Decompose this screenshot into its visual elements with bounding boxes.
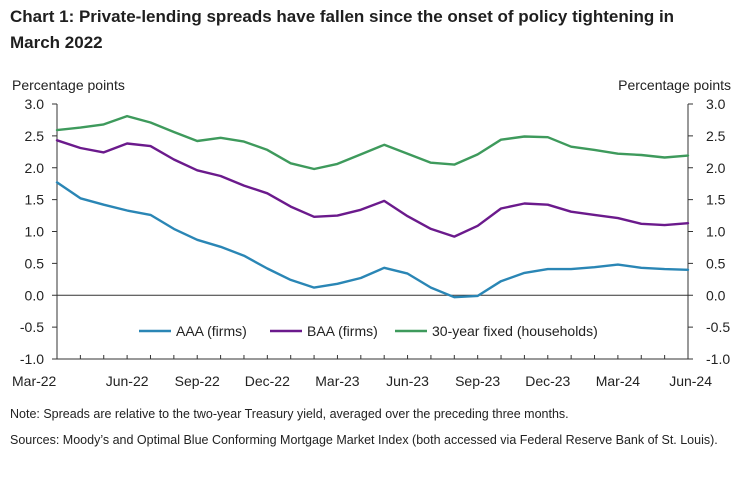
y-tick-label-right: -0.5 xyxy=(706,319,730,335)
x-tick-label: Dec-22 xyxy=(245,373,290,389)
y-tick-label-left: -1.0 xyxy=(20,351,44,367)
x-tick-label: Jun-24 xyxy=(669,373,712,389)
legend: AAA (firms) BAA (firms) 30-year fixed (hou… xyxy=(139,323,598,339)
left-axis-title: Percentage points xyxy=(12,77,125,93)
x-tick-label: Dec-23 xyxy=(525,373,570,389)
y-tick-label-right: 2.5 xyxy=(706,128,726,144)
right-axis-title: Percentage points xyxy=(618,77,731,93)
series-line-baa-firms xyxy=(55,139,690,238)
line-chart: 3.0 3.0 2.5 2.5 2.0 2.0 1.5 1.5 1.0 1.0 0.5 0.5 0.0 0… xyxy=(12,96,730,389)
tick-labels: 3.0 3.0 2.5 2.5 2.0 2.0 1.5 1.5 1.0 1.0 0.5 0.5 0.0 0… xyxy=(12,96,730,389)
y-tick-label-left: 1.5 xyxy=(25,192,45,208)
y-tick-label-left: -0.5 xyxy=(20,319,44,335)
x-tick-label: Sep-22 xyxy=(175,373,220,389)
chart-sources: Sources: Moody’s and Optimal Blue Confor… xyxy=(10,433,718,447)
x-tick-label: Jun-22 xyxy=(106,373,149,389)
y-tick-label-left: 2.5 xyxy=(25,128,45,144)
x-tick-label: Sep-23 xyxy=(455,373,500,389)
legend-label: BAA (firms) xyxy=(307,323,378,339)
x-tick-label: Jun-23 xyxy=(386,373,429,389)
series-line-aaa-firms xyxy=(55,181,690,299)
chart-note: Note: Spreads are relative to the two-ye… xyxy=(10,407,569,421)
legend-label: AAA (firms) xyxy=(176,323,247,339)
legend-label: 30-year fixed (households) xyxy=(432,323,598,339)
y-tick-label-right: 2.0 xyxy=(706,160,726,176)
y-tick-label-left: 1.0 xyxy=(25,224,45,240)
chart-axes xyxy=(52,103,693,360)
y-tick-label-right: 0.5 xyxy=(706,255,726,271)
y-tick-label-right: -1.0 xyxy=(706,351,730,367)
y-tick-label-right: 0.0 xyxy=(706,287,726,303)
x-tick-label: Mar-23 xyxy=(315,373,360,389)
chart-title: Chart 1: Private-lending spreads have fa… xyxy=(10,7,675,52)
y-tick-label-left: 0.5 xyxy=(25,255,45,271)
series-line-30-year-fixed-households xyxy=(55,114,690,171)
y-tick-label-right: 1.5 xyxy=(706,192,726,208)
x-tick-label: Mar-22 xyxy=(12,373,57,389)
y-tick-label-left: 3.0 xyxy=(25,96,45,112)
y-tick-label-left: 0.0 xyxy=(25,287,45,303)
x-tick-label: Mar-24 xyxy=(596,373,641,389)
y-tick-label-right: 1.0 xyxy=(706,224,726,240)
series-lines xyxy=(55,114,690,299)
y-tick-label-right: 3.0 xyxy=(706,96,726,112)
y-tick-label-left: 2.0 xyxy=(25,160,45,176)
